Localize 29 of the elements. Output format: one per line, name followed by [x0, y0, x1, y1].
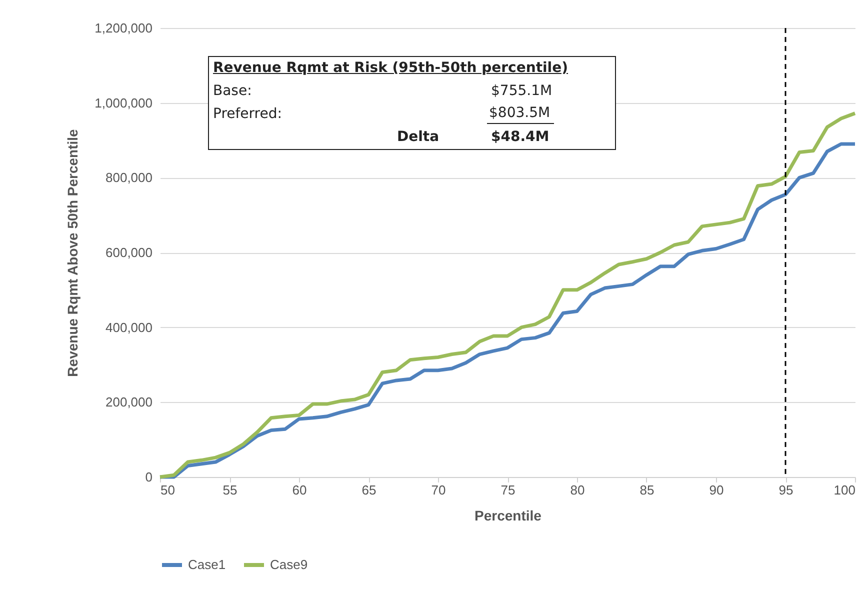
x-axis-title: Percentile — [474, 508, 542, 524]
y-tick-label: 1,000,000 — [94, 95, 152, 110]
annotation: Preferred: — [213, 106, 282, 122]
y-tick-label: 400,000 — [106, 320, 152, 335]
y-tick-label: 1,200,000 — [94, 20, 152, 36]
x-tick-label: 50 — [160, 482, 175, 498]
legend-label: Case1 — [188, 557, 226, 572]
y-tick-label: 800,000 — [106, 170, 152, 186]
annotation: Base: — [213, 83, 252, 99]
y-tick-label: 200,000 — [106, 394, 152, 410]
x-tick-label: 80 — [570, 482, 585, 498]
y-tick-label: 600,000 — [106, 245, 152, 260]
legend-label: Case9 — [270, 557, 308, 572]
annotation: Revenue Rqmt at Risk (95th-50th percentile) — [213, 60, 568, 76]
x-tick-label: 95 — [778, 482, 794, 498]
annotation: $755.1M — [491, 82, 552, 101]
x-tick-label: 90 — [709, 482, 724, 498]
annotation: Delta — [397, 128, 440, 147]
annotation: $48.4M — [491, 128, 550, 147]
x-tick-label: 65 — [362, 482, 376, 498]
x-tick-label: 100 — [834, 482, 856, 498]
y-tick-label: 0 — [145, 470, 152, 484]
x-tick-label: 70 — [431, 482, 446, 498]
x-tick-label: 55 — [222, 482, 238, 498]
x-tick-label: 75 — [500, 482, 516, 498]
y-axis-title: Revenue Rqmt Above 50th Percentile — [64, 128, 81, 377]
x-tick-label: 85 — [640, 482, 654, 498]
x-tick-label: 60 — [292, 482, 307, 498]
annotation: $803.5M — [487, 103, 554, 124]
